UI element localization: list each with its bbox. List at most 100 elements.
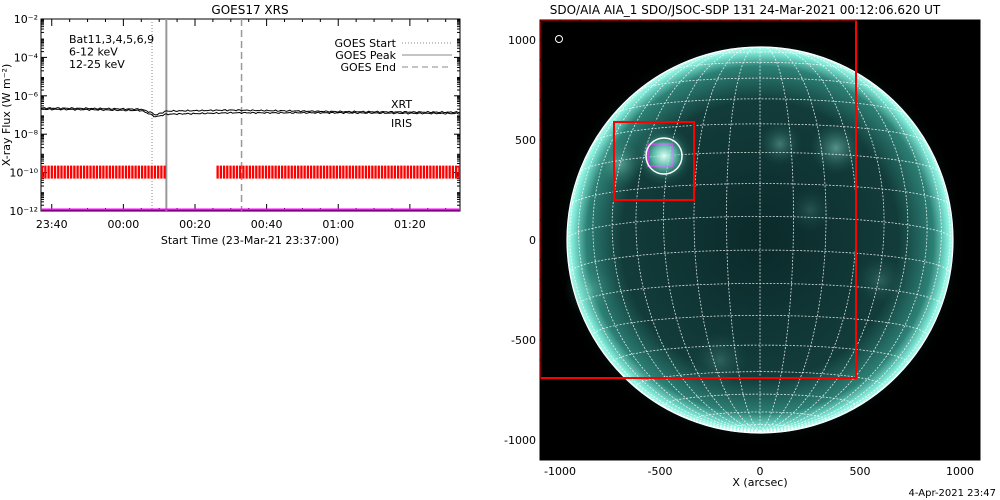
xrt-exposure-bar: [306, 165, 310, 179]
xrt-exposure-bar: [429, 165, 432, 179]
xrt-exposure-bar: [242, 165, 245, 179]
xrt-exposure-bar: [222, 165, 226, 179]
longitude-line: [566, 239, 761, 432]
xrt-exposure-bar: [458, 165, 460, 179]
xrt-exposure-bar: [47, 165, 50, 179]
aia-x-tick-label: 1000: [946, 465, 974, 478]
latitude-line: [593, 123, 927, 143]
goes-x-tick-label: 01:20: [394, 218, 426, 231]
xrt-exposure-bar: [348, 165, 351, 179]
aia-x-axis: -1000 -500 0 500 1000: [539, 20, 981, 478]
xrt-exposure-bar: [313, 165, 316, 179]
xrt-exposure-bar: [157, 165, 160, 179]
goes-coverage-labels: XRT IRIS: [391, 98, 412, 130]
goes-x-tick-label: 00:00: [108, 218, 140, 231]
xrt-exposure-bar: [319, 165, 322, 179]
goes-x-axis: 23:40 00:00 00:20 00:40 01:00 01:20: [36, 19, 447, 231]
sun-limb: [566, 46, 954, 434]
xrt-exposure-bar: [384, 165, 387, 179]
xrt-exposure-bar: [92, 165, 95, 179]
xrt-exposure-bar: [422, 165, 426, 179]
xrt-exposure-bar: [134, 165, 137, 179]
xrt-exposure-bar: [380, 165, 384, 179]
xrt-exposure-bar: [290, 165, 293, 179]
goes-x-tick-label: 23:40: [36, 218, 68, 231]
xrt-exposure-bar: [300, 165, 303, 179]
xrt-exposure-bar: [435, 165, 438, 179]
xrt-exposure-bar: [89, 165, 92, 179]
xrt-exposure-bar: [374, 165, 377, 179]
xrt-exposure-bar: [44, 165, 47, 179]
xrt-exposure-bar: [41, 165, 44, 179]
goes-marker-legend-label: GOES End: [340, 61, 396, 74]
goes-plot-frame: [40, 18, 461, 212]
longitude-line: [635, 47, 761, 432]
goes-series-line: [41, 107, 460, 116]
xrt-exposure-bar: [248, 165, 252, 179]
xrt-exposure-bar: [160, 165, 163, 179]
latitude-line: [612, 98, 908, 116]
xrt-exposure-bar: [232, 165, 235, 179]
xrt-exposure-bar: [303, 165, 306, 179]
goes-y-tick-label: 10⁻²: [14, 13, 38, 26]
xrt-exposure-bar: [63, 165, 66, 179]
latitude-line: [611, 344, 909, 365]
longitude-line: [759, 47, 857, 432]
xrt-exposure-bar: [76, 165, 79, 179]
xrt-exposure-bar: [150, 165, 153, 179]
xrt-exposure-bar: [309, 165, 313, 179]
xrt-exposure-bar: [390, 165, 393, 179]
xrt-exposure-bar: [316, 165, 319, 179]
xrt-exposure-bar: [448, 165, 451, 179]
aia-title: SDO/AIA AIA_1 SDO/JSOC-SDP 131 24-Mar-20…: [550, 3, 941, 17]
xrt-exposure-bar: [293, 165, 297, 179]
xrt-exposure-bar: [329, 165, 332, 179]
xrt-exposure-bar: [277, 165, 281, 179]
xrt-exposure-bar: [264, 165, 268, 179]
xrt-exposure-bar: [297, 165, 300, 179]
xrt-exposure-bar: [400, 165, 403, 179]
longitude-line: [759, 46, 794, 432]
xrt-exposure-bar: [377, 165, 380, 179]
aia-panel: SDO/AIA AIA_1 SDO/JSOC-SDP 131 24-Mar-20…: [504, 3, 996, 499]
fov-box: [540, 20, 857, 379]
xrt-exposure-bar: [406, 165, 409, 179]
latitude-line: [693, 411, 827, 423]
longitude-line: [726, 46, 761, 432]
xrt-exposure-bar: [322, 165, 326, 179]
flare-legend-symbol: [555, 35, 563, 43]
xrt-exposure-bar: [396, 165, 400, 179]
xrt-exposure-bar: [361, 165, 364, 179]
goes-y-tick-label: 10⁻⁴: [14, 51, 39, 64]
goes-ylabel: X-ray Flux (W m⁻²): [0, 64, 13, 166]
xrt-exposure-bar: [393, 165, 397, 179]
xrt-exposure-bar: [445, 165, 448, 179]
xrt-exposure-bar: [239, 165, 242, 179]
xrt-exposure-bar: [261, 165, 264, 179]
goes-event-markers: [151, 19, 243, 211]
xrt-exposure-bar: [432, 165, 435, 179]
xrt-exposure-bar: [111, 165, 115, 179]
xrt-exposure-bar: [251, 165, 255, 179]
xrt-exposure-bar: [268, 165, 271, 179]
active-region: [758, 122, 802, 166]
goes-y-tick-label: 10⁻⁸: [14, 128, 39, 141]
xrt-exposure-bar: [121, 165, 124, 179]
flare-legend: AIA flare location: [555, 35, 652, 46]
xrt-exposure-bar: [438, 165, 442, 179]
xrt-exposure-bar: [102, 165, 105, 179]
xrt-exposure-bar: [355, 165, 358, 179]
xrt-exposure-bar: [66, 165, 70, 179]
xrt-exposure-bar: [367, 165, 371, 179]
latitude-line: [578, 152, 942, 174]
longitude-line: [693, 46, 761, 432]
aia-y-tick-label: 0: [529, 234, 536, 247]
flare-glow: [640, 132, 688, 180]
goes-y-tick-label: 10⁻⁶: [14, 90, 39, 103]
flare-legend-label: AIA flare location: [567, 35, 652, 46]
aia-y-axis: -1000 -500 0 500 1000: [504, 19, 980, 461]
xrt-exposure-bar: [140, 165, 144, 179]
goes-marker-legend-label: GOES Peak: [335, 49, 396, 62]
